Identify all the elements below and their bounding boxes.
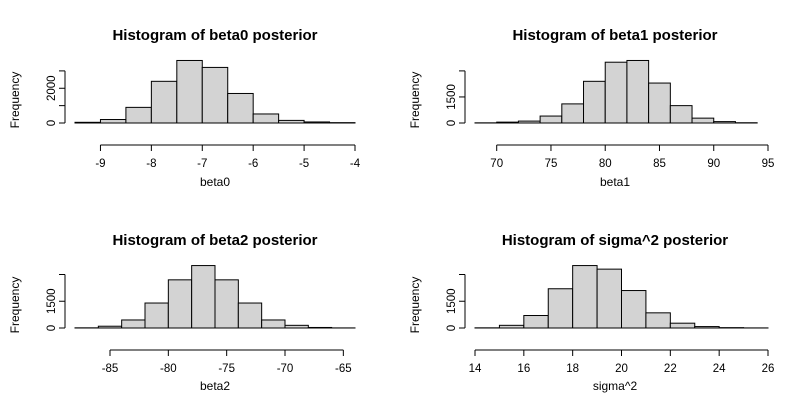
x-axis-label: beta0 bbox=[200, 175, 230, 189]
x-tick-label: 24 bbox=[713, 363, 726, 375]
x-tick-label: -7 bbox=[197, 158, 207, 170]
x-axis-label: beta2 bbox=[200, 379, 230, 393]
histogram-bar bbox=[648, 82, 671, 124]
histogram-bar bbox=[669, 105, 693, 124]
x-tick-label: 14 bbox=[469, 363, 482, 375]
histogram-bar bbox=[645, 312, 671, 329]
histogram-bar bbox=[583, 80, 606, 124]
x-tick-label: 70 bbox=[490, 158, 503, 170]
y-axis-label: Frequency bbox=[8, 277, 22, 334]
histogram-bar bbox=[99, 119, 127, 124]
y-tick-label: 0 bbox=[46, 120, 58, 126]
histogram-bar bbox=[604, 61, 628, 124]
x-tick-label: 85 bbox=[653, 158, 666, 170]
y-tick-label: 1500 bbox=[446, 288, 458, 314]
histogram-bar bbox=[596, 268, 622, 329]
chart-title: Histogram of beta1 posterior bbox=[512, 27, 717, 44]
chart-panel-4: Histogram of sigma^2 posterior 14 16 18 20 22… bbox=[408, 232, 774, 393]
x-tick-label: -6 bbox=[248, 158, 258, 170]
histogram-bar bbox=[167, 279, 193, 329]
histogram-bar bbox=[227, 92, 254, 124]
y-axis-label: Frequency bbox=[8, 72, 22, 129]
x-tick-label: 22 bbox=[664, 363, 677, 375]
histogram-bar bbox=[261, 319, 286, 329]
histogram-bar bbox=[496, 121, 519, 124]
histogram-bar bbox=[307, 326, 333, 329]
x-tick-label: -8 bbox=[146, 158, 156, 170]
x-tick-label: -70 bbox=[277, 363, 294, 375]
histogram-bar bbox=[713, 121, 736, 124]
histogram-bar bbox=[214, 279, 239, 329]
y-tick-label: 1500 bbox=[46, 288, 58, 314]
histogram-bar bbox=[561, 103, 585, 124]
chart-title: Histogram of sigma^2 posterior bbox=[502, 232, 728, 249]
histogram-bar bbox=[621, 290, 647, 329]
chart-panel-1: Histogram of beta0 posterior -9 -8 -7 -6 -5 -4… bbox=[8, 27, 361, 189]
x-tick-label: 26 bbox=[762, 363, 775, 375]
histogram-bar bbox=[237, 302, 263, 329]
x-tick-label: 18 bbox=[566, 363, 579, 375]
histogram-bar bbox=[284, 324, 309, 329]
histogram-bar bbox=[150, 80, 178, 124]
x-tick-label: 75 bbox=[545, 158, 558, 170]
histogram-bar bbox=[74, 121, 101, 124]
histogram-bar bbox=[547, 288, 574, 329]
histogram-bar bbox=[517, 120, 541, 124]
y-tick-label: 0 bbox=[46, 325, 58, 331]
histogram-bar bbox=[691, 117, 715, 124]
x-tick-label: 16 bbox=[517, 363, 530, 375]
x-tick-label: -65 bbox=[335, 363, 352, 375]
histogram-bar bbox=[523, 315, 549, 329]
y-axis-label: Frequency bbox=[408, 72, 422, 129]
chart-panel-3: Histogram of beta2 posterior -85 -80 -75 -70… bbox=[8, 232, 356, 393]
chart-title: Histogram of beta2 posterior bbox=[112, 232, 317, 249]
y-tick-label: 2000 bbox=[46, 75, 58, 101]
y-tick-label: 1500 bbox=[446, 84, 458, 110]
x-axis-label: sigma^2 bbox=[593, 379, 638, 393]
x-tick-label: -9 bbox=[95, 158, 105, 170]
x-tick-label: -4 bbox=[350, 158, 361, 170]
x-axis-label: beta1 bbox=[600, 175, 630, 189]
y-tick-label: 0 bbox=[446, 325, 458, 331]
histogram-bar bbox=[176, 59, 203, 124]
x-tick-label: 90 bbox=[707, 158, 720, 170]
histogram-bar bbox=[694, 326, 720, 329]
histogram-bar bbox=[97, 325, 123, 329]
histogram-bar bbox=[626, 59, 650, 124]
y-tick-label: 0 bbox=[446, 120, 458, 126]
histogram-bar bbox=[278, 119, 305, 124]
histogram-bar bbox=[191, 265, 216, 329]
histogram-bar bbox=[252, 113, 280, 124]
x-tick-label: 95 bbox=[762, 158, 775, 170]
histogram-bar bbox=[144, 302, 169, 329]
x-tick-label: -85 bbox=[102, 363, 119, 375]
x-tick-label: 80 bbox=[599, 158, 612, 170]
x-tick-label: -80 bbox=[160, 363, 177, 375]
chart-panel-2: Histogram of beta1 posterior 70 75 80 85 90 95… bbox=[408, 27, 774, 189]
histogram-bar bbox=[121, 319, 146, 329]
x-tick-label: 20 bbox=[615, 363, 628, 375]
histogram-bar bbox=[669, 322, 696, 329]
y-axis-label: Frequency bbox=[408, 277, 422, 334]
histogram-bar bbox=[498, 324, 525, 329]
histogram-bar bbox=[201, 66, 229, 124]
chart-title: Histogram of beta0 posterior bbox=[112, 27, 317, 44]
x-tick-label: -5 bbox=[299, 158, 309, 170]
histogram-bar bbox=[572, 265, 598, 329]
x-tick-label: -75 bbox=[218, 363, 235, 375]
histogram-bar bbox=[539, 115, 563, 124]
histogram-bar bbox=[125, 106, 152, 124]
histogram-bar bbox=[303, 121, 331, 124]
